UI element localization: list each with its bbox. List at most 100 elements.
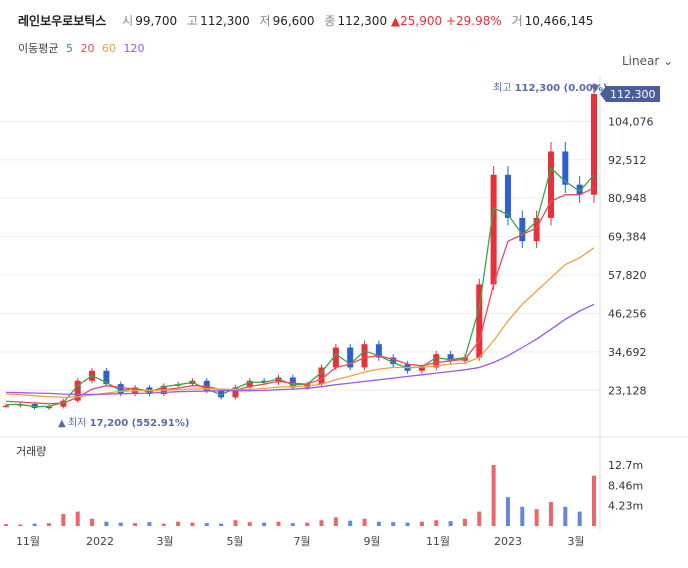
- stock-header: 레인보우로보틱스 시 99,700 고 112,300 저 96,600 종 112,3…: [18, 12, 593, 29]
- volume-bar: [534, 509, 539, 526]
- current-price-tag: 112,300: [600, 86, 660, 102]
- volume-bar: [548, 501, 553, 526]
- candle-body: [433, 354, 440, 368]
- low-value: 96,600: [272, 14, 315, 28]
- volume-bar: [391, 522, 396, 526]
- volume-bar: [376, 521, 381, 526]
- volume-tick-label: 8.46m: [608, 479, 643, 492]
- x-tick-label: 5월: [226, 535, 243, 548]
- y-tick-label: 46,256: [608, 307, 647, 320]
- candle-body: [31, 404, 38, 409]
- chevron-down-icon: ⌄: [663, 54, 674, 68]
- candle-body: [347, 347, 354, 368]
- candle-body: [504, 174, 511, 218]
- ma-line-MA120: [5, 303, 595, 396]
- volume-tick-label: 12.7m: [608, 459, 643, 472]
- low-label: 저: [259, 14, 271, 28]
- volume-bar: [520, 506, 525, 526]
- volume-value: 10,466,145: [524, 14, 594, 28]
- volume-bar: [262, 522, 267, 526]
- x-axis: 11월 2022 3월 5월 7월 9월 11월 2023 3월: [16, 535, 585, 548]
- moving-average-legend: 이동평균 5 20 60 120: [18, 40, 148, 56]
- y-tick-label: 57,820: [608, 269, 647, 282]
- candle-body: [232, 387, 239, 398]
- volume-bar: [90, 518, 95, 526]
- scale-toggle[interactable]: Linear ⌄: [622, 54, 673, 68]
- volume-bar: [577, 511, 582, 526]
- candle-body: [490, 174, 497, 285]
- volume-panel-label: 거래량: [16, 445, 46, 458]
- candles: [3, 82, 597, 410]
- volume-bar: [118, 522, 123, 526]
- y-tick-label: 92,512: [608, 154, 647, 167]
- candle-body: [289, 377, 296, 388]
- x-tick-label: 11월: [426, 535, 450, 548]
- x-tick-label: 11월: [16, 535, 40, 548]
- y-tick-label: 69,384: [608, 231, 647, 244]
- candle-body: [418, 367, 425, 371]
- volume-bar: [147, 522, 152, 526]
- candle-body: [103, 370, 110, 385]
- ma-120[interactable]: 120: [123, 42, 145, 55]
- volume-bar: [47, 523, 52, 526]
- min-annotation: ▲ 최저 17,200 (552.91%): [58, 417, 189, 429]
- volume-bar: [592, 475, 596, 526]
- candle-body: [246, 380, 253, 388]
- ma-5[interactable]: 5: [65, 42, 73, 55]
- grid-lines: [0, 75, 688, 530]
- volume-bar: [18, 524, 23, 526]
- volume-bar: [362, 518, 367, 526]
- x-tick-label: 2022: [86, 535, 114, 548]
- volume-bar: [462, 518, 467, 526]
- ma-20[interactable]: 20: [80, 42, 95, 55]
- candle-body: [318, 367, 325, 385]
- volume-bar: [161, 523, 166, 526]
- volume-bar: [405, 522, 410, 526]
- open-label: 시: [122, 14, 134, 28]
- moving-average-lines: [5, 166, 595, 408]
- volume-bar: [247, 522, 252, 526]
- x-tick-label: 3월: [567, 535, 584, 548]
- change-value: ▲25,900: [390, 14, 443, 28]
- candle-body: [203, 380, 210, 391]
- volume-bar: [491, 465, 496, 526]
- min-value: 17,200 (552.91%): [90, 418, 190, 429]
- volume-bar: [333, 517, 338, 526]
- volume-bars: [4, 465, 596, 526]
- candle-body: [332, 347, 339, 368]
- max-value: 112,300 (0.00%): [515, 83, 608, 94]
- ma-60[interactable]: 60: [101, 42, 116, 55]
- volume-bar: [305, 522, 310, 526]
- volume-bar: [75, 511, 80, 526]
- candle-body: [46, 406, 53, 409]
- max-label: 최고: [493, 82, 511, 94]
- ma-line-MA60: [5, 247, 595, 399]
- volume-bar: [290, 523, 295, 526]
- candle-body: [576, 184, 583, 195]
- candle-body: [275, 377, 282, 383]
- y-tick-label: 34,692: [608, 346, 647, 359]
- volume-bar: [233, 520, 238, 526]
- current-price-value: 112,300: [610, 88, 656, 101]
- ma-line-MA5: [5, 166, 595, 408]
- min-label: 최저: [68, 417, 86, 429]
- candle-body: [261, 380, 268, 383]
- volume-bar: [505, 497, 510, 526]
- candle-body: [476, 284, 483, 358]
- down-arrow-icon: ▼: [591, 83, 599, 94]
- svg-text:최저 17,200 (552.91%): 최저 17,200 (552.91%): [68, 417, 189, 429]
- volume-bar: [319, 520, 324, 526]
- candle-body: [74, 380, 81, 401]
- high-value: 112,300: [200, 14, 250, 28]
- y-tick-label: 80,948: [608, 192, 647, 205]
- candle-body: [390, 357, 397, 365]
- x-tick-label: 2023: [494, 535, 522, 548]
- ma-label: 이동평균: [18, 42, 59, 55]
- volume-bar: [348, 520, 353, 526]
- volume-bar: [104, 521, 109, 526]
- y-axis: 104,076 92,512 80,948 69,384 57,820 46,256 34,…: [608, 115, 654, 512]
- volume-label: 거: [511, 14, 523, 28]
- volume-bar: [204, 523, 209, 526]
- change-pct: +29.98%: [445, 14, 502, 28]
